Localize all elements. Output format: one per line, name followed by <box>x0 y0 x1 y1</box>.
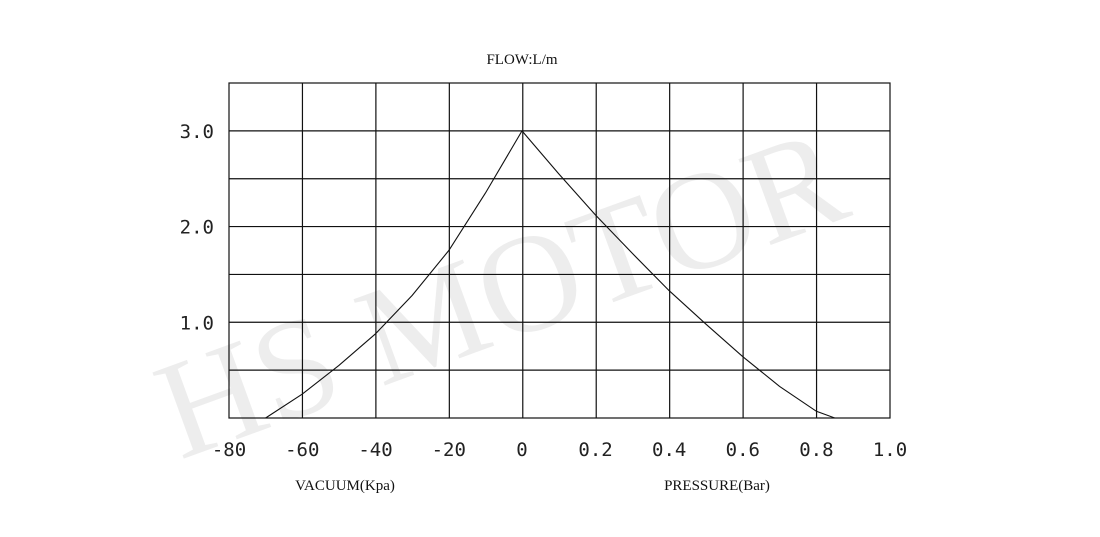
vacuum-tick-label: 0 <box>516 439 527 461</box>
watermark-logo: HS MOTOR <box>138 98 865 489</box>
chart-title: FLOW:L/m <box>486 52 557 68</box>
pressure-axis-label: PRESSURE(Bar) <box>664 478 770 494</box>
vacuum-tick-label: -80 <box>212 439 246 461</box>
pressure-tick-label: 1.0 <box>873 439 907 461</box>
plot-frame <box>228 82 891 419</box>
vacuum-tick-label: -20 <box>432 439 466 461</box>
y-tick-label: 1.0 <box>180 312 214 334</box>
vacuum-tick-label: -60 <box>285 439 319 461</box>
curves <box>265 130 854 419</box>
pressure-tick-label: 0.4 <box>652 439 686 461</box>
y-tick-label: 3.0 <box>180 121 214 143</box>
y-tick-label: 2.0 <box>180 217 214 239</box>
pressure-tick-label: 0.8 <box>799 439 833 461</box>
vacuum-tick-label: -40 <box>358 439 392 461</box>
vacuum-flow-curve <box>265 130 523 419</box>
pressure-tick-label: 0.6 <box>726 439 760 461</box>
tick-labels: 3.0 2.0 1.0 -80 -60 -40 -20 0 0.2 0.4 0.6 0.8 1.0 <box>180 121 907 461</box>
pressure-tick-label: 0.2 <box>578 439 612 461</box>
pressure-flow-curve <box>521 130 854 419</box>
grid <box>228 82 891 419</box>
vacuum-axis-label: VACUUM(Kpa) <box>295 478 395 494</box>
